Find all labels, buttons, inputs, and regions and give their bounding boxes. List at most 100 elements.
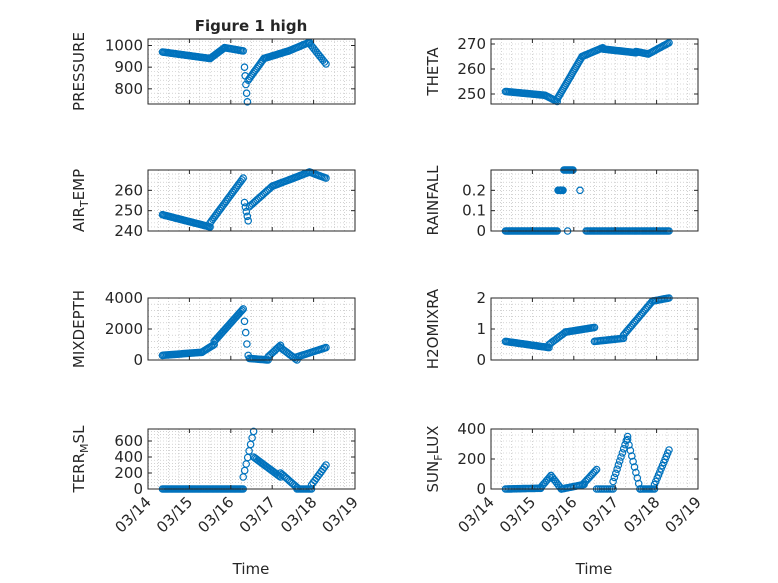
y-tick-label: 0 <box>133 480 143 498</box>
axes-frame <box>147 169 356 232</box>
y-tick-label: 0.2 <box>462 181 486 199</box>
y-tick-label: 200 <box>457 450 486 468</box>
x-tick-label: 03/19 <box>662 493 705 536</box>
y-tick-label: 0 <box>476 222 486 240</box>
data-point <box>239 47 248 55</box>
y-axis-label: H2OMIXRA <box>424 288 442 369</box>
y-tick-label: 0.1 <box>462 202 486 220</box>
data-point <box>591 467 600 475</box>
grid <box>147 429 356 490</box>
y-axis-label: AIRTEMP <box>70 169 91 232</box>
y-tick-label: 260 <box>114 181 143 199</box>
y-axis-label: TERRMSL <box>70 425 91 494</box>
y-tick-label: 1 <box>476 320 486 338</box>
grid <box>490 169 699 232</box>
y-tick-label: 270 <box>457 35 486 53</box>
y-axis-label-sub: T <box>78 200 91 208</box>
y-axis-label: SUNFLUX <box>424 426 445 493</box>
y-axis-label-main: PRESSURE <box>70 32 88 111</box>
y-tick-label: 240 <box>114 222 143 240</box>
data-point <box>242 89 251 98</box>
y-tick-label: 400 <box>457 420 486 438</box>
data-point <box>241 328 250 337</box>
axes-frame <box>147 428 356 490</box>
data-point <box>322 60 330 68</box>
data-point <box>615 457 624 465</box>
data-point <box>320 463 329 472</box>
data-point <box>240 63 249 71</box>
x-tick-label: 03/18 <box>620 493 663 536</box>
data-point <box>614 461 623 469</box>
data-point <box>243 212 252 221</box>
subplot-pressure: 800 900 1000 PRESSURE <box>70 32 356 111</box>
y-tick-label: 2000 <box>105 320 143 338</box>
data-point <box>629 457 637 466</box>
data-point <box>630 463 639 471</box>
x-tick-label: 03/15 <box>496 493 539 536</box>
y-axis-label-sub: F <box>432 454 445 460</box>
y-axis-label-main: THETA <box>424 47 442 97</box>
x-tick-label: 03/18 <box>277 493 320 536</box>
figure-title: Figure 1 high <box>195 17 308 35</box>
data-point <box>625 441 633 449</box>
y-axis-label-main: AIR <box>70 207 88 232</box>
y-tick-label: 260 <box>457 60 486 78</box>
y-tick-label: 2 <box>476 289 486 307</box>
series-markers <box>501 294 673 352</box>
y-tick-label: 1000 <box>105 37 143 55</box>
data-point <box>613 465 621 474</box>
subplot-air_temp: 240 250 260 AIRTEMP <box>70 168 356 240</box>
axes-frame <box>490 38 699 105</box>
y-tick-label: 250 <box>457 85 486 103</box>
data-point <box>610 473 619 482</box>
y-tick-label: 0 <box>476 480 486 498</box>
x-tick-label: 03/19 <box>319 493 362 536</box>
y-axis-label: RAINFALL <box>424 165 442 236</box>
x-tick-label: 03/14 <box>112 493 155 536</box>
x-tick-label: 03/15 <box>153 493 196 536</box>
y-axis-label-main: RAINFALL <box>424 165 442 236</box>
data-point <box>322 174 330 182</box>
subplot-theta: 250 260 270 THETA <box>424 35 699 106</box>
data-point <box>632 468 640 477</box>
subplot-mixdepth: 0 2000 4000 MIXDEPTH <box>70 289 356 369</box>
data-point <box>576 186 584 195</box>
y-axis-label: MIXDEPTH <box>70 290 88 368</box>
data-point <box>609 477 617 486</box>
y-axis-label: PRESSURE <box>70 32 88 111</box>
series-markers <box>158 305 330 364</box>
y-tick-label: 900 <box>114 58 143 76</box>
x-tick-label: 03/17 <box>579 493 622 536</box>
data-point <box>322 461 330 469</box>
data-point <box>619 444 628 453</box>
y-tick-label: 250 <box>114 202 143 220</box>
data-point <box>665 446 673 454</box>
data-point <box>623 432 632 441</box>
subplot-rainfall: 0 0.1 0.2 RAINFALL <box>424 165 699 240</box>
axes-frame <box>147 38 356 105</box>
y-tick-label: 200 <box>114 464 143 482</box>
data-point <box>244 217 253 225</box>
y-axis-label-suffix: LUX <box>424 426 442 455</box>
y-tick-label: 400 <box>114 448 143 466</box>
y-axis-label-suffix: SL <box>70 425 88 444</box>
data-point <box>623 435 632 444</box>
series-markers <box>158 38 330 106</box>
data-point <box>545 473 554 482</box>
data-point <box>559 186 567 195</box>
data-point <box>322 343 330 352</box>
y-axis-label-main: TERR <box>70 453 88 494</box>
data-point <box>619 334 628 343</box>
y-tick-label: 800 <box>114 80 143 98</box>
x-axis-label-right: Time <box>575 560 613 578</box>
data-point <box>320 58 329 66</box>
subplot-h2omixra: 0 1 2 H2OMIXRA <box>424 288 699 369</box>
data-point <box>626 446 635 455</box>
data-point <box>617 453 625 461</box>
y-axis-label: THETA <box>424 47 442 97</box>
y-tick-label: 0 <box>133 351 143 369</box>
y-axis-label-main: H2OMIXRA <box>424 288 442 369</box>
y-axis-label-main: MIXDEPTH <box>70 290 88 368</box>
